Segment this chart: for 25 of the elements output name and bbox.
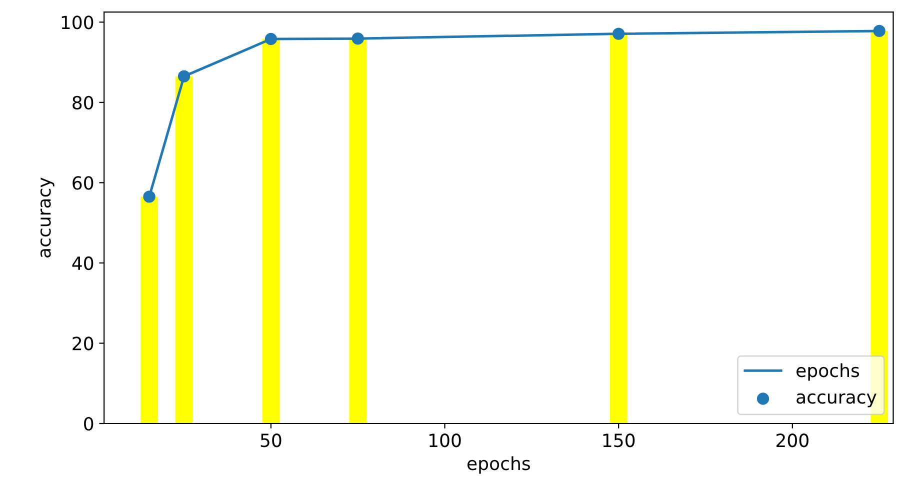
legend-label: epochs: [796, 363, 860, 381]
y-tick-label: 40: [72, 256, 94, 270]
y-tick-label: 80: [72, 96, 94, 110]
point: [873, 24, 886, 38]
bar: [610, 34, 628, 424]
point: [352, 32, 364, 45]
x-tick-label: 150: [603, 434, 635, 448]
x-axis-title: epochs: [467, 456, 530, 474]
y-tick-label: 100: [62, 16, 94, 30]
x-tick-label: 50: [260, 434, 282, 448]
y-axis-title: accuracy: [40, 178, 54, 258]
bar: [262, 38, 280, 424]
point: [143, 190, 156, 203]
bar: [349, 38, 367, 424]
y-tick-label: 0: [84, 416, 94, 431]
point: [178, 70, 190, 82]
bar: [140, 196, 158, 424]
x-tick-label: 200: [776, 434, 808, 448]
y-tick-label: 20: [72, 336, 94, 350]
point: [264, 32, 278, 46]
y-tick-label: 60: [72, 176, 94, 190]
x-tick-label: 100: [430, 434, 461, 448]
bar: [175, 76, 193, 424]
point: [612, 28, 625, 40]
legend-label: accuracy: [796, 393, 876, 408]
